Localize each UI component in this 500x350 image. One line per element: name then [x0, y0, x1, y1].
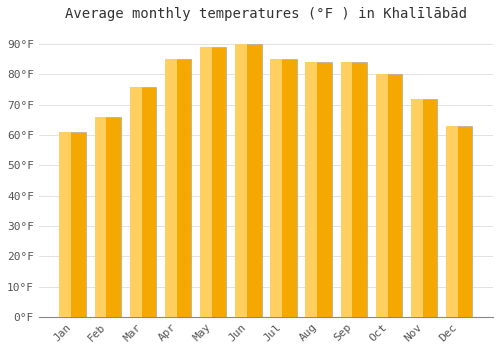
- Bar: [376, 75, 388, 317]
- Bar: [200, 47, 226, 317]
- Bar: [270, 60, 296, 317]
- Bar: [60, 132, 86, 317]
- Bar: [306, 62, 332, 317]
- Bar: [94, 117, 121, 317]
- Bar: [130, 86, 141, 317]
- Bar: [411, 99, 423, 317]
- Bar: [200, 47, 212, 317]
- Bar: [446, 126, 472, 317]
- Bar: [376, 75, 402, 317]
- Bar: [411, 99, 438, 317]
- Bar: [446, 126, 458, 317]
- Title: Average monthly temperatures (°F ) in Khalīlābād: Average monthly temperatures (°F ) in Kh…: [65, 7, 467, 21]
- Bar: [130, 86, 156, 317]
- Bar: [306, 62, 318, 317]
- Bar: [165, 60, 191, 317]
- Bar: [340, 62, 367, 317]
- Bar: [235, 44, 247, 317]
- Bar: [60, 132, 72, 317]
- Bar: [165, 60, 176, 317]
- Bar: [340, 62, 352, 317]
- Bar: [94, 117, 106, 317]
- Bar: [235, 44, 262, 317]
- Bar: [270, 60, 282, 317]
